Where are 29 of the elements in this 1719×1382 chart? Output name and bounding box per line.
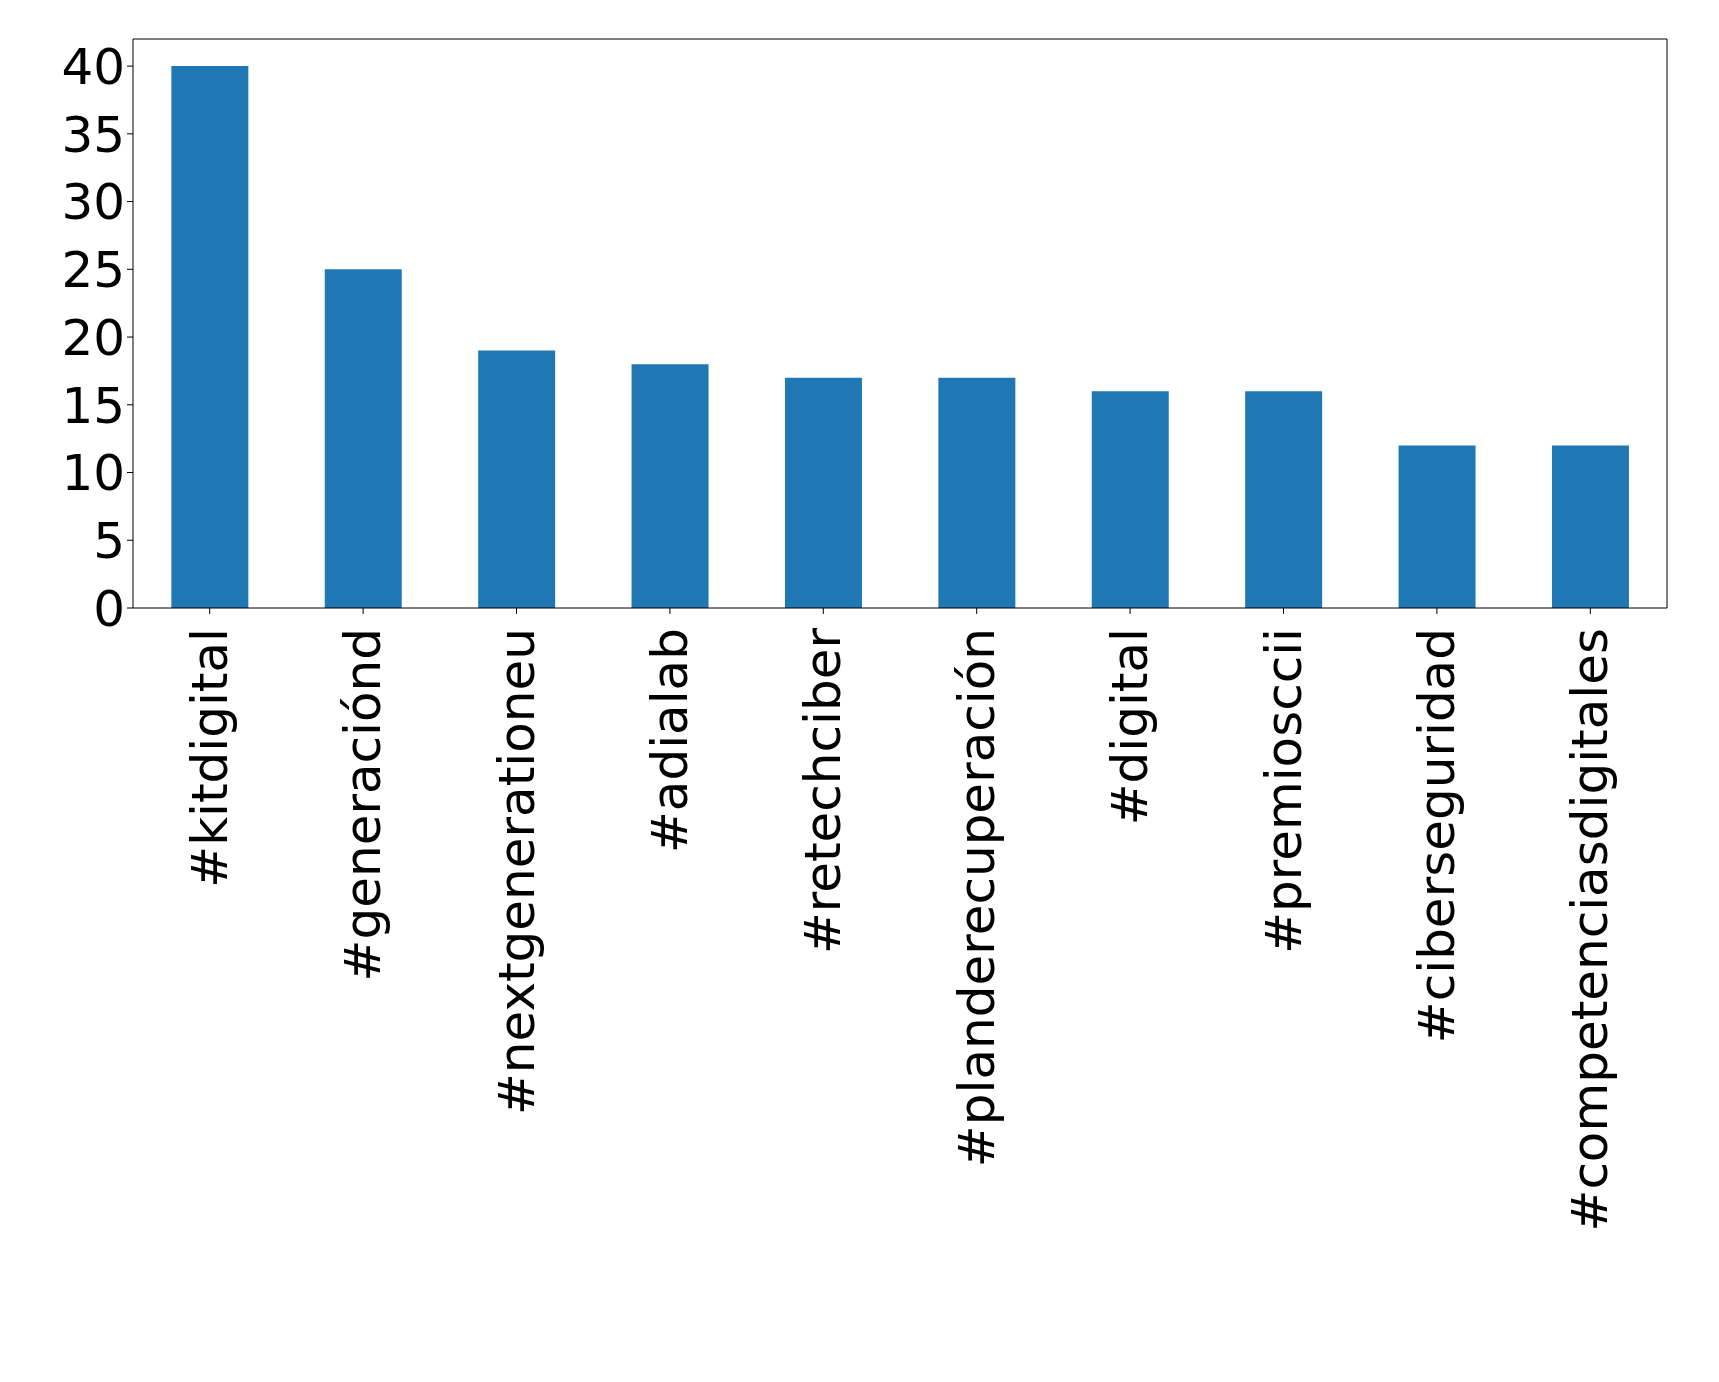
x-tick-label: #retechciber xyxy=(794,627,853,955)
x-tick-label: #planderecuperación xyxy=(947,628,1006,1168)
x-tick-label: #premiosccii xyxy=(1254,628,1313,954)
x-tick-label: #ciberseguridad xyxy=(1407,628,1466,1044)
bar xyxy=(1091,391,1169,608)
bar xyxy=(171,66,249,608)
y-tick-label: 0 xyxy=(93,579,125,638)
bar xyxy=(1551,445,1629,608)
x-tick-label: #adialab xyxy=(640,628,699,854)
x-tick-label: #digital xyxy=(1101,628,1160,826)
x-tick-label: #competenciasdigitales xyxy=(1561,628,1620,1232)
y-tick-label: 20 xyxy=(61,308,125,367)
x-tick-label: #nextgenerationeu xyxy=(487,628,546,1116)
bar xyxy=(1245,391,1323,608)
y-tick-label: 15 xyxy=(61,376,125,435)
y-tick-label: 40 xyxy=(61,37,125,96)
bar xyxy=(1398,445,1476,608)
y-tick-label: 30 xyxy=(61,173,125,232)
y-tick-label: 25 xyxy=(61,241,125,300)
bar xyxy=(324,269,402,608)
bar xyxy=(938,377,1016,608)
y-tick-label: 10 xyxy=(61,444,125,503)
y-tick-label: 35 xyxy=(61,105,125,164)
bar xyxy=(784,377,862,608)
x-tick-label: #kitdigital xyxy=(180,628,239,888)
bar xyxy=(478,350,556,608)
y-tick-label: 5 xyxy=(93,512,125,571)
bar xyxy=(631,364,709,608)
x-tick-label: #generaciónd xyxy=(334,628,393,982)
